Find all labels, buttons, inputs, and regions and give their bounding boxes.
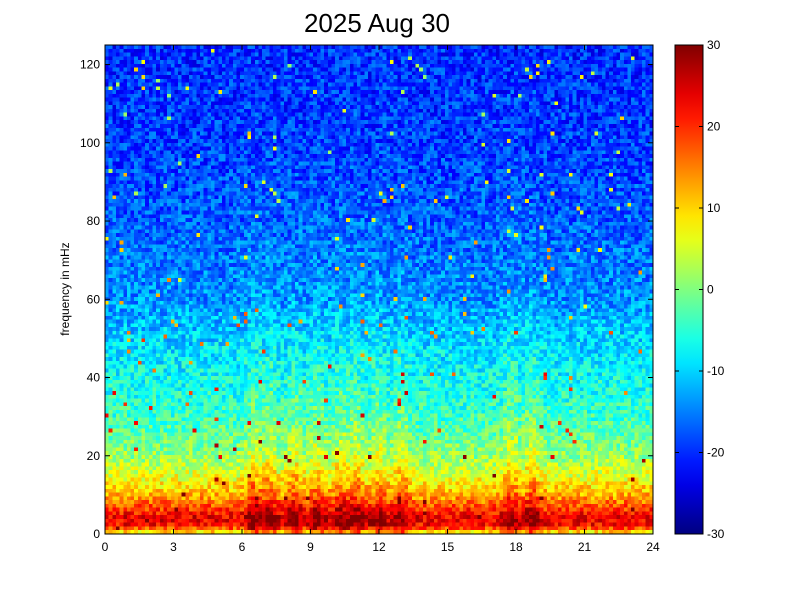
x-tick-label: 9 <box>307 540 314 554</box>
x-tick-label: 12 <box>372 540 386 554</box>
colorbar-tick-label: -10 <box>707 364 725 378</box>
y-tick-label: 80 <box>87 214 101 228</box>
spectrogram-heatmap <box>105 45 653 534</box>
y-tick-label: 20 <box>87 449 101 463</box>
colorbar-tick-label: -30 <box>707 527 725 541</box>
colorbar-tick-label: -20 <box>707 446 725 460</box>
y-tick-label: 40 <box>87 371 101 385</box>
colorbar-axis: 30 20 10 0 -10 -20 -30 <box>675 38 725 541</box>
colorbar-tick-label: 0 <box>707 283 714 297</box>
x-tick-label: 18 <box>509 540 523 554</box>
colorbar-tick-label: 30 <box>707 38 721 52</box>
y-tick-label: 0 <box>93 527 100 541</box>
heatmap-cells <box>105 45 653 534</box>
x-tick-label: 0 <box>102 540 109 554</box>
x-tick-label: 21 <box>578 540 592 554</box>
y-axis: 0 20 40 60 80 100 120 <box>80 58 653 541</box>
y-tick-label: 120 <box>80 58 100 72</box>
y-tick-label: 60 <box>87 292 101 306</box>
x-tick-label: 6 <box>239 540 246 554</box>
colorbar-tick-label: 20 <box>707 120 721 134</box>
colorbar <box>674 44 704 535</box>
colorbar-tick-label: 10 <box>707 201 721 215</box>
chart-title: 2025 Aug 30 <box>304 8 450 38</box>
x-tick-label: 3 <box>170 540 177 554</box>
y-tick-label: 100 <box>80 136 100 150</box>
x-tick-label: 15 <box>441 540 455 554</box>
y-axis-label: frequency in mHz <box>58 242 72 335</box>
x-axis: 0 3 6 9 12 15 18 21 24 <box>102 45 660 554</box>
x-tick-label: 24 <box>646 540 660 554</box>
